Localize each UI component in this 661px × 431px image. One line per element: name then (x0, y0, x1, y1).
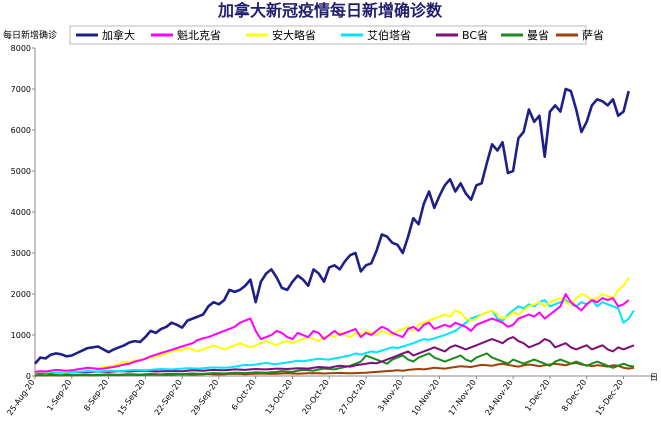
legend-item: 加拿大 (76, 28, 135, 42)
legend-item: 艾伯塔省 (341, 28, 411, 42)
legend-label: 加拿大 (102, 28, 135, 42)
legend: 加拿大 魁北克省 安大略省 艾伯塔省 BC省 曼省 萨省 (69, 25, 604, 45)
legend-label: BC省 (462, 29, 488, 42)
series-line-艾伯塔省 (34, 299, 635, 374)
chart-title: 加拿大新冠疫情每日新增确诊数 (217, 1, 443, 20)
y-tick-label: 1000 (11, 331, 31, 340)
y-tick-label: 0 (26, 372, 31, 381)
y-tick-label: 3000 (11, 249, 31, 258)
legend-item: BC省 (436, 29, 488, 42)
y-tick-label: 6000 (11, 126, 31, 135)
legend-label: 艾伯塔省 (367, 28, 411, 42)
series-line-BC省 (34, 336, 635, 375)
legend-label: 魁北克省 (177, 28, 221, 42)
y-tick-label: 5000 (11, 167, 31, 176)
legend-label: 安大略省 (272, 28, 316, 42)
legend-label: 萨省 (582, 29, 604, 42)
y-tick-label: 8000 (11, 44, 31, 53)
y-tick-label: 4000 (11, 208, 31, 217)
y-axis-label: 每日新增确诊 (3, 29, 57, 41)
legend-box (69, 25, 587, 45)
plot-area (34, 87, 635, 377)
legend-item: 安大略省 (246, 28, 316, 42)
series-line-加拿大 (34, 87, 630, 365)
legend-label: 曼省 (527, 29, 549, 42)
legend-item: 曼省 (501, 29, 549, 42)
y-tick-label: 7000 (11, 85, 31, 94)
series-line-魁北克省 (34, 293, 630, 373)
x-axis-unit-label: 日 (650, 373, 658, 382)
series-line-安大略省 (34, 277, 630, 373)
series-line-曼省 (34, 352, 635, 377)
legend-item: 萨省 (556, 29, 604, 42)
legend-item: 魁北克省 (151, 28, 221, 42)
y-tick-label: 2000 (11, 290, 31, 299)
